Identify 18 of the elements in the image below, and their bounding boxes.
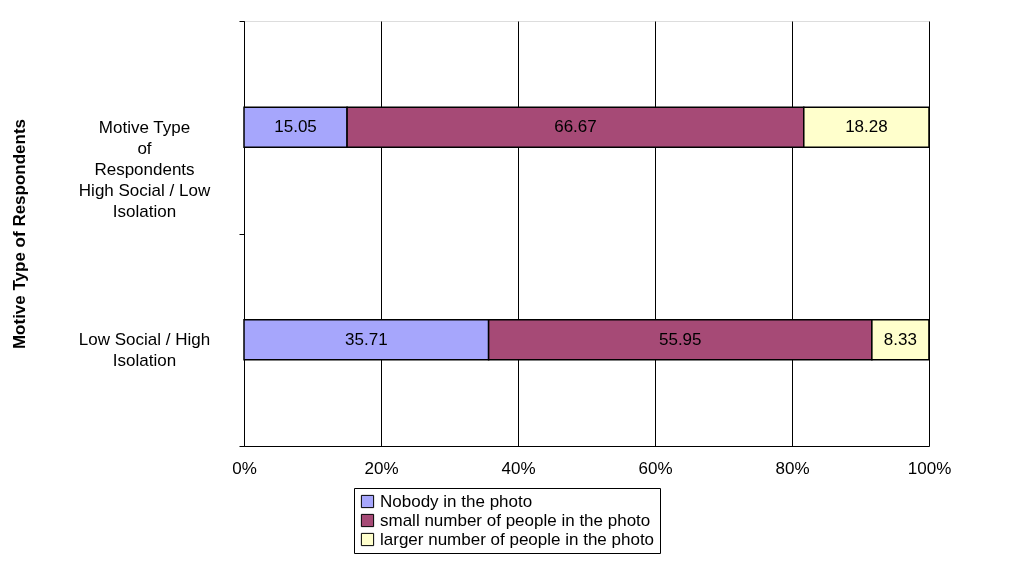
data-label: 55.95 [658, 329, 702, 349]
x-tick-label: 60% [638, 458, 673, 478]
y-tick-label: Motive Type of Respondents High Social / Low Isolation [78, 117, 211, 221]
legend-label: larger number of people in the photo [380, 529, 655, 549]
legend-label: small number of people in the photo [380, 510, 651, 530]
legend-label: Nobody in the photo [380, 491, 533, 511]
x-tick-label: 20% [364, 458, 399, 478]
x-tick-label: 0% [232, 458, 257, 478]
y-axis-title: Motive Type of Respondents [9, 118, 29, 350]
y-tick-label: Low Social / High Isolation [78, 330, 211, 371]
data-label: 15.05 [274, 117, 317, 137]
data-label: 8.33 [883, 329, 917, 349]
x-tick-label: 80% [775, 458, 810, 478]
data-label: 18.28 [845, 117, 888, 137]
data-label: 66.67 [554, 117, 597, 137]
data-label: 35.71 [345, 329, 388, 349]
x-tick-label: 40% [501, 458, 536, 478]
x-tick-label: 100% [907, 458, 952, 478]
